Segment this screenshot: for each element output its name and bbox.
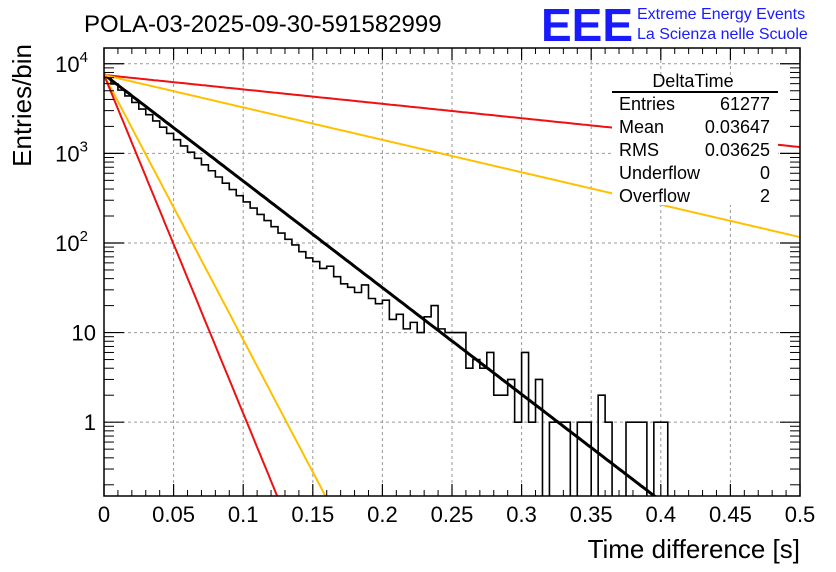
stats-value-entries: 61277 <box>720 94 770 114</box>
x-axis-label: Time difference [s] <box>588 534 800 564</box>
stats-box: DeltaTime Entries 61277 Mean 0.03647 RMS 0.03… <box>612 71 778 206</box>
x-tick-label: 0.05 <box>152 502 195 527</box>
stats-value-overflow: 2 <box>760 186 770 206</box>
x-tick-label: 0.5 <box>785 502 816 527</box>
fit-curve-fit <box>104 73 657 496</box>
stats-label-rms: RMS <box>619 140 659 160</box>
stats-label-overflow: Overflow <box>619 186 691 206</box>
x-tick-label: 0.4 <box>646 502 677 527</box>
fit-curve-upper-limit-fast <box>104 74 327 496</box>
stats-value-rms: 0.03625 <box>705 140 770 160</box>
stats-box-background <box>612 79 778 205</box>
fit-curves <box>104 73 800 496</box>
eee-logo-mark: EEE <box>541 0 633 51</box>
x-tick-label: 0.45 <box>709 502 752 527</box>
histogram-series <box>104 76 669 496</box>
x-tick-label: 0.15 <box>291 502 334 527</box>
y-tick-label: 102 <box>55 228 88 256</box>
stats-label-underflow: Underflow <box>619 163 701 183</box>
stats-label-mean: Mean <box>619 117 664 137</box>
y-tick-label: 1 <box>84 410 96 435</box>
x-tick-label: 0 <box>98 502 110 527</box>
x-axis: 0 0.05 0.1 0.15 0.2 0.25 0.3 0.35 0.4 0.45 0.5 <box>98 48 815 527</box>
fit-curve-lower-limit-fast <box>104 74 279 496</box>
y-tick-label: 10 <box>72 321 96 346</box>
stats-title: DeltaTime <box>652 71 733 91</box>
fit-curve-lower-limit-slow <box>104 74 800 239</box>
stats-value-mean: 0.03647 <box>705 117 770 137</box>
chart-title: POLA-03-2025-09-30-591582999 <box>84 11 442 38</box>
x-tick-label: 0.2 <box>367 502 398 527</box>
eee-logo: EEE Extreme Energy Events La Scienza nel… <box>541 0 808 51</box>
stats-value-underflow: 0 <box>760 163 770 183</box>
x-tick-label: 0.3 <box>506 502 537 527</box>
y-tick-label: 103 <box>55 138 88 166</box>
y-tick-label: 104 <box>55 49 88 77</box>
y-axis: 1 10 102 103 104 <box>55 49 800 486</box>
stats-label-entries: Entries <box>619 94 675 114</box>
x-tick-label: 0.1 <box>228 502 259 527</box>
eee-logo-line2: La Scienza nelle Scuole <box>637 26 808 43</box>
histogram-steps <box>104 76 669 496</box>
eee-logo-line1: Extreme Energy Events <box>637 6 805 23</box>
y-axis-label: Entries/bin <box>7 44 37 167</box>
x-tick-label: 0.25 <box>431 502 474 527</box>
x-tick-label: 0.35 <box>570 502 613 527</box>
